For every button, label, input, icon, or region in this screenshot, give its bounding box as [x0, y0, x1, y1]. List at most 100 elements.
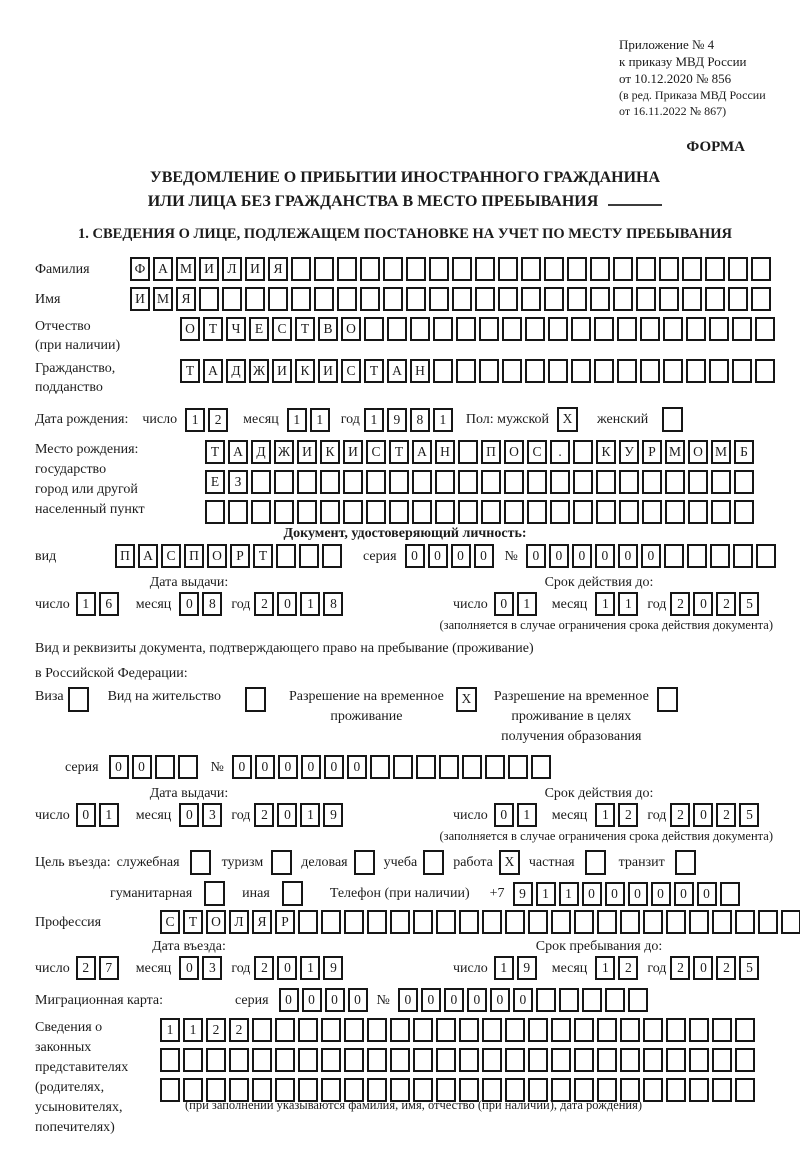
filled-cell[interactable]: 2 [254, 956, 275, 980]
filled-cell[interactable]: С [272, 317, 292, 341]
empty-cell[interactable] [574, 910, 594, 934]
empty-cell[interactable] [528, 1048, 548, 1072]
empty-cell[interactable] [640, 317, 660, 341]
filled-cell[interactable]: 0 [489, 988, 510, 1012]
empty-cell[interactable] [459, 1018, 479, 1042]
empty-cell[interactable] [719, 881, 740, 906]
filled-cell[interactable]: 0 [525, 544, 546, 568]
filled-cell[interactable]: С [527, 440, 547, 464]
empty-cell[interactable] [643, 1078, 663, 1102]
empty-cell[interactable] [206, 1078, 226, 1102]
empty-cell[interactable] [452, 287, 472, 311]
filled-cell[interactable]: О [504, 440, 524, 464]
empty-cell[interactable] [281, 881, 303, 906]
filled-cell[interactable]: М [176, 257, 196, 281]
empty-cell[interactable] [640, 359, 660, 383]
filled-cell[interactable]: 9 [516, 956, 537, 980]
filled-cell[interactable]: 0 [75, 803, 96, 827]
empty-cell[interactable] [504, 500, 524, 524]
empty-cell[interactable] [711, 500, 731, 524]
empty-cell[interactable] [154, 755, 175, 779]
empty-cell[interactable] [735, 1078, 755, 1102]
residence-permit-checkbox[interactable] [244, 687, 269, 712]
empty-cell[interactable] [456, 359, 476, 383]
empty-cell[interactable] [298, 1018, 318, 1042]
empty-cell[interactable] [550, 500, 570, 524]
filled-cell[interactable]: 0 [179, 592, 200, 616]
filled-cell[interactable]: Н [410, 359, 430, 383]
filled-cell[interactable]: З [228, 470, 248, 494]
empty-cell[interactable] [617, 317, 637, 341]
empty-cell[interactable] [666, 1078, 686, 1102]
filled-cell[interactable]: 5 [739, 956, 760, 980]
filled-cell[interactable]: Т [180, 359, 200, 383]
empty-cell[interactable] [360, 287, 380, 311]
empty-cell[interactable] [567, 257, 587, 281]
filled-cell[interactable]: 1 [432, 407, 453, 432]
empty-cell[interactable] [663, 317, 683, 341]
empty-cell[interactable] [535, 988, 556, 1012]
empty-cell[interactable] [222, 287, 242, 311]
filled-cell[interactable]: 2 [254, 592, 275, 616]
empty-cell[interactable] [551, 910, 571, 934]
empty-cell[interactable] [367, 1078, 387, 1102]
empty-cell[interactable] [482, 910, 502, 934]
filled-cell[interactable]: 0 [571, 544, 592, 568]
filled-cell[interactable]: 6 [98, 592, 119, 616]
filled-cell[interactable]: 1 [595, 803, 616, 827]
empty-cell[interactable] [712, 1018, 732, 1042]
purpose-tourism-checkbox[interactable] [271, 850, 295, 875]
empty-cell[interactable] [663, 544, 684, 568]
filled-cell[interactable]: 0 [231, 755, 252, 779]
filled-cell[interactable]: 0 [179, 803, 200, 827]
empty-cell[interactable] [594, 317, 614, 341]
empty-cell[interactable] [505, 1048, 525, 1072]
empty-cell[interactable] [507, 755, 528, 779]
empty-cell[interactable] [229, 1078, 249, 1102]
filled-cell[interactable]: . [550, 440, 570, 464]
empty-cell[interactable] [728, 257, 748, 281]
empty-cell[interactable] [390, 1078, 410, 1102]
empty-cell[interactable] [620, 910, 640, 934]
empty-cell[interactable] [343, 500, 363, 524]
empty-cell[interactable] [574, 1018, 594, 1042]
filled-cell[interactable]: 1 [363, 407, 384, 432]
empty-cell[interactable] [458, 440, 478, 464]
empty-cell[interactable] [666, 1048, 686, 1072]
filled-cell[interactable]: 1 [160, 1018, 180, 1042]
empty-cell[interactable] [482, 1048, 502, 1072]
empty-cell[interactable] [435, 470, 455, 494]
purpose-work-checkbox[interactable]: X [498, 850, 523, 875]
filled-cell[interactable]: Т [253, 544, 273, 568]
filled-cell[interactable]: 8 [409, 407, 430, 432]
empty-cell[interactable] [429, 287, 449, 311]
empty-cell[interactable] [551, 1078, 571, 1102]
empty-cell[interactable] [268, 287, 288, 311]
empty-cell[interactable] [321, 1078, 341, 1102]
filled-cell[interactable]: 0 [693, 592, 714, 616]
empty-cell[interactable] [275, 1048, 295, 1072]
empty-cell[interactable] [705, 287, 725, 311]
empty-cell[interactable] [275, 1018, 295, 1042]
empty-cell[interactable] [353, 850, 375, 875]
empty-cell[interactable] [584, 850, 606, 875]
filled-cell[interactable]: У [619, 440, 639, 464]
empty-cell[interactable] [479, 359, 499, 383]
empty-cell[interactable] [436, 1048, 456, 1072]
filled-cell[interactable]: 0 [277, 803, 298, 827]
filled-cell[interactable]: 0 [404, 544, 425, 568]
filled-cell[interactable]: 1 [185, 407, 206, 432]
empty-cell[interactable] [574, 1078, 594, 1102]
filled-cell[interactable]: 2 [229, 1018, 249, 1042]
filled-cell[interactable]: А [153, 257, 173, 281]
filled-cell[interactable]: 0 [277, 956, 298, 980]
empty-cell[interactable] [314, 287, 334, 311]
empty-cell[interactable] [688, 470, 708, 494]
filled-cell[interactable]: К [295, 359, 315, 383]
empty-cell[interactable] [299, 544, 319, 568]
empty-cell[interactable] [183, 1078, 203, 1102]
filled-cell[interactable]: Ф [130, 257, 150, 281]
filled-cell[interactable]: О [180, 317, 200, 341]
filled-cell[interactable]: Ж [249, 359, 269, 383]
empty-cell[interactable] [781, 910, 800, 934]
